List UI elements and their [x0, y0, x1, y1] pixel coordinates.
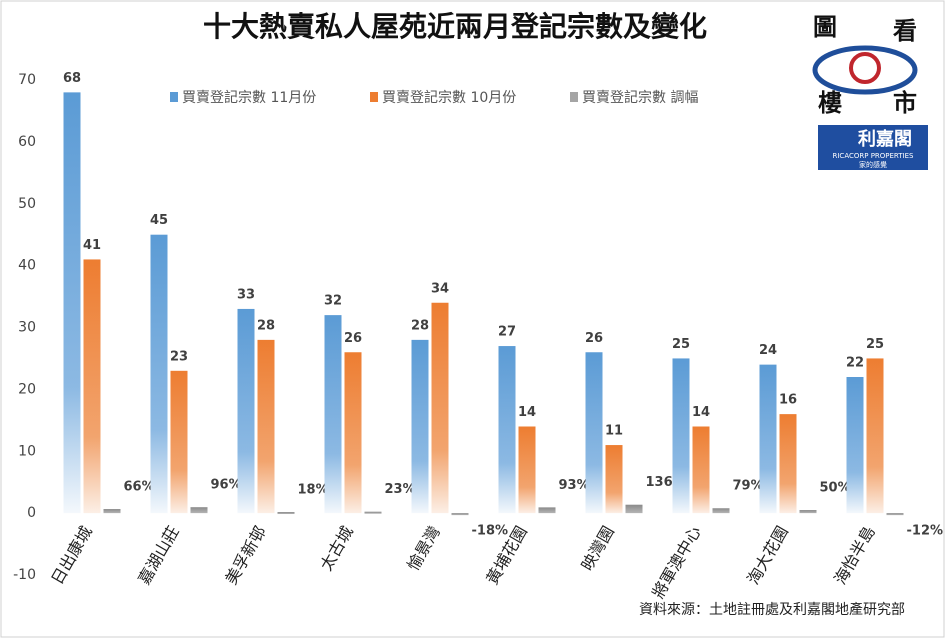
logo-iris — [849, 52, 881, 84]
bar — [257, 339, 275, 514]
value-label: 16 — [779, 393, 797, 408]
value-label: 66% — [124, 480, 155, 495]
bar — [83, 259, 101, 514]
x-tick-label: 海怡半島 — [830, 523, 878, 588]
value-label: 32 — [324, 294, 342, 309]
value-label: 41 — [83, 238, 101, 253]
x-tick-label: 愉景灣 — [403, 523, 443, 574]
bar — [344, 352, 362, 514]
value-label: 96% — [211, 478, 242, 493]
bar — [625, 504, 643, 514]
value-label: 26 — [585, 331, 603, 346]
x-tick-label: 太古城 — [316, 523, 356, 574]
legend-swatch — [370, 92, 378, 102]
bar — [103, 509, 121, 514]
legend-swatch — [570, 92, 578, 102]
bar — [277, 512, 295, 515]
bar — [759, 364, 777, 514]
logo-char: 樓 — [818, 89, 842, 117]
value-label: -12% — [907, 524, 944, 539]
bar — [538, 507, 556, 514]
value-label: 18% — [298, 483, 329, 498]
logo-badge — [818, 125, 928, 170]
logo-brand: 利嘉閣 — [858, 128, 912, 150]
bar — [498, 346, 516, 514]
bar — [866, 358, 884, 514]
bar — [692, 426, 710, 514]
value-label: 68 — [63, 71, 81, 86]
bar — [411, 339, 429, 514]
value-label: 26 — [344, 331, 362, 346]
value-label: 28 — [411, 318, 429, 333]
legend-label: 買賣登記宗數 調幅 — [582, 89, 698, 106]
logo-brand-en: RICACORP PROPERTIES — [833, 152, 915, 160]
legend-swatch — [170, 92, 178, 102]
bar — [799, 510, 817, 514]
value-label: 25 — [672, 337, 690, 352]
value-label: 23 — [170, 349, 188, 364]
x-tick-label: 淘大花園 — [743, 523, 791, 588]
bar — [585, 352, 603, 514]
y-tick-label: 0 — [27, 505, 36, 521]
bar — [672, 358, 690, 514]
y-tick-label: 50 — [18, 196, 36, 212]
logo-char: 市 — [893, 89, 917, 117]
bar — [605, 445, 623, 514]
value-label: 11 — [605, 424, 623, 439]
value-label: 24 — [759, 343, 777, 358]
y-tick-label: 20 — [18, 381, 36, 397]
y-tick-label: 30 — [18, 320, 36, 336]
logo-eye — [812, 45, 918, 95]
x-tick-label: 美孚新邨 — [221, 523, 269, 588]
bar — [364, 511, 382, 514]
bar — [846, 377, 864, 514]
y-tick-label: 70 — [18, 72, 36, 88]
legend-label: 買賣登記宗數 11月份 — [182, 89, 316, 106]
y-tick-label: 10 — [18, 443, 36, 459]
bar — [150, 234, 168, 514]
bar — [63, 92, 81, 514]
value-label: 50% — [820, 481, 851, 496]
bar — [518, 426, 536, 514]
x-tick-label: 映灣園 — [577, 523, 617, 574]
value-label: 23% — [385, 482, 416, 497]
logo-char: 圖 — [813, 13, 837, 41]
source-note: 資料來源：土地註冊處及利嘉閣地產研究部 — [639, 601, 905, 618]
value-label: -18% — [472, 524, 509, 539]
bar — [237, 308, 255, 514]
logo-char: 看 — [893, 17, 917, 45]
x-tick-label: 日出康城 — [47, 523, 95, 588]
value-label: 14 — [518, 405, 536, 420]
bar — [451, 513, 469, 516]
x-tick-label: 嘉湖山莊 — [134, 523, 182, 588]
logo: 圖 看 樓 市 利嘉閣 RICACORP PROPERTIES 家的感覺 — [812, 13, 928, 170]
value-label: 14 — [692, 405, 710, 420]
value-label: 25 — [866, 337, 884, 352]
bar — [712, 508, 730, 514]
legend-label: 買賣登記宗數 10月份 — [382, 89, 516, 106]
bar — [431, 302, 449, 514]
chart-title: 十大熱賣私人屋苑近兩月登記宗數及變化 — [203, 10, 707, 43]
value-label: 34 — [431, 281, 449, 296]
value-label: 28 — [257, 318, 275, 333]
bar — [779, 414, 797, 514]
value-label: 79% — [733, 479, 764, 494]
y-tick-label: 60 — [18, 134, 36, 150]
value-label: 33 — [237, 287, 255, 302]
bar — [170, 370, 188, 514]
x-tick-label: 將軍澳中心 — [648, 523, 704, 602]
bar — [190, 507, 208, 514]
value-label: 27 — [498, 325, 516, 340]
logo-slogan: 家的感覺 — [859, 160, 887, 169]
y-tick-label: 40 — [18, 258, 36, 274]
value-label: 22 — [846, 356, 864, 371]
bar — [324, 315, 342, 514]
value-label: 45 — [150, 213, 168, 228]
value-label: 93% — [559, 478, 590, 493]
bar — [886, 513, 904, 516]
y-tick-label: -10 — [13, 567, 36, 583]
